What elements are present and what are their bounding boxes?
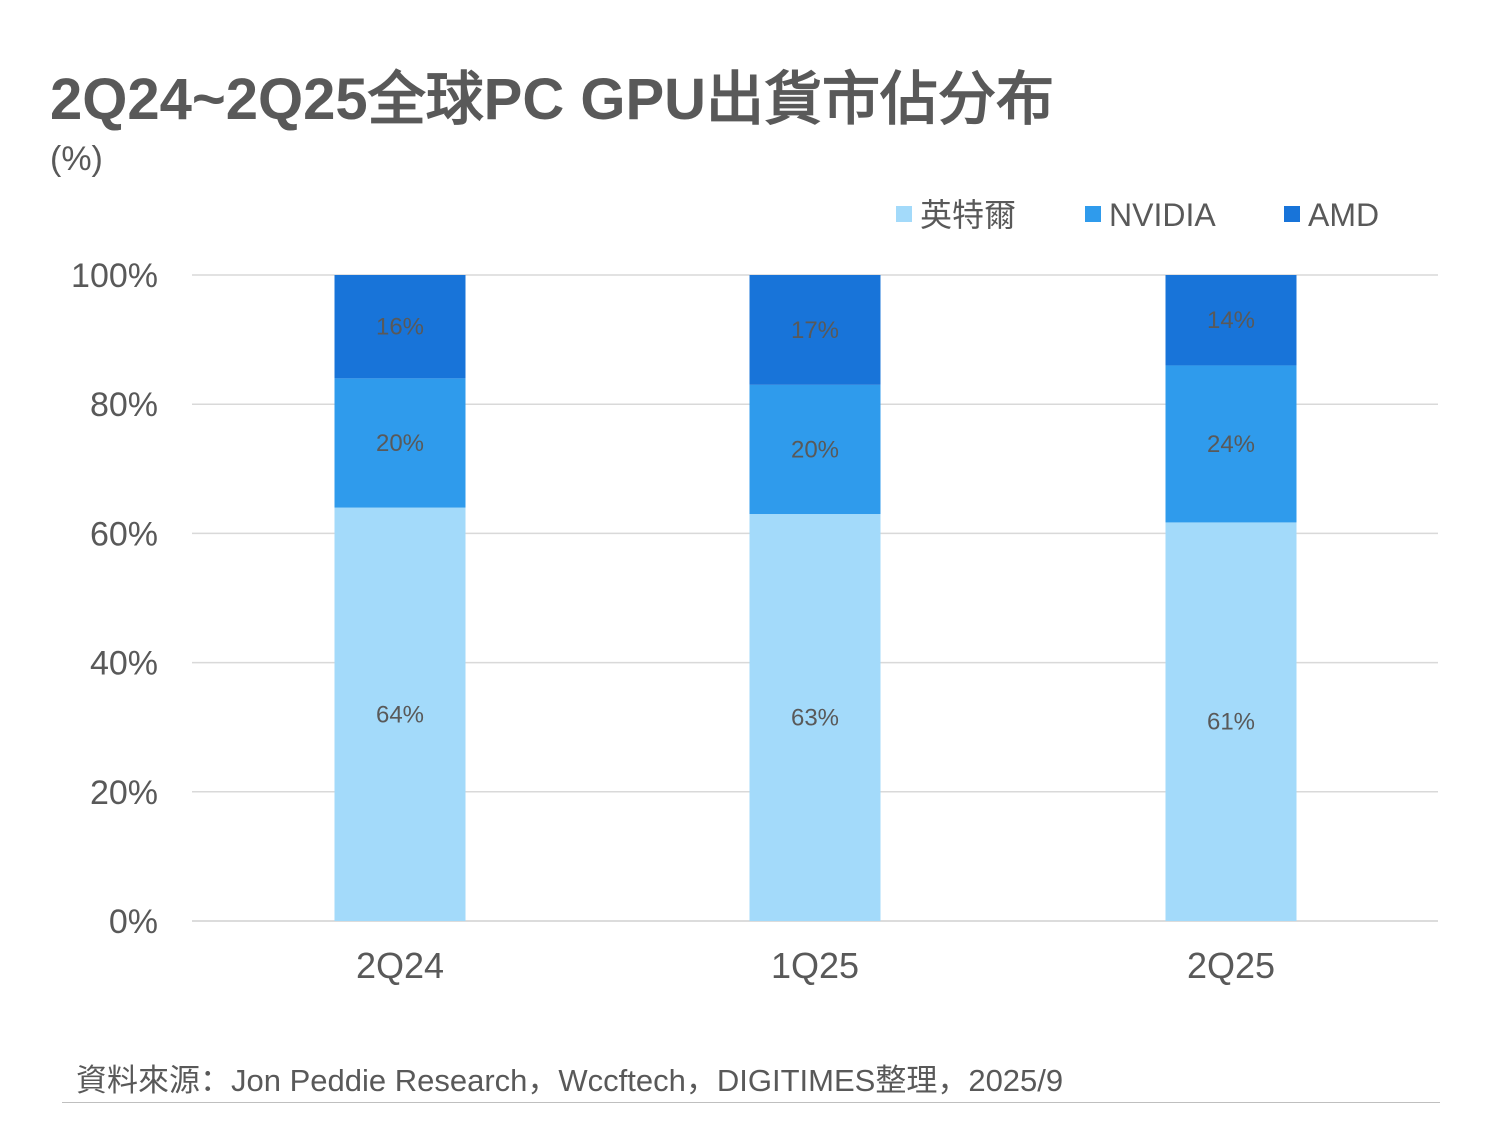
data-label: 17% xyxy=(791,317,839,344)
bar-segment xyxy=(749,514,881,921)
y-tick-label: 100% xyxy=(71,257,158,295)
bar-segment xyxy=(334,378,466,508)
y-tick-label: 40% xyxy=(90,645,158,683)
x-tick-label: 2Q25 xyxy=(1187,945,1275,986)
y-tick-label: 20% xyxy=(90,774,158,812)
data-label: 24% xyxy=(1207,431,1255,458)
legend-label: AMD xyxy=(1308,197,1379,233)
bar-segment xyxy=(1165,365,1297,523)
bar-segment xyxy=(334,275,466,379)
bar-segment xyxy=(1165,522,1297,921)
source-note: 資料來源：Jon Peddie Research，Wccftech，DIGITI… xyxy=(76,1063,1064,1098)
bottom-divider xyxy=(62,1102,1440,1103)
legend-swatch xyxy=(1284,206,1300,222)
data-label: 20% xyxy=(791,436,839,463)
legend-swatch xyxy=(896,206,912,222)
y-tick-label: 0% xyxy=(109,903,158,941)
y-tick-label: 60% xyxy=(90,515,158,553)
x-tick-label: 1Q25 xyxy=(771,945,859,986)
data-label: 61% xyxy=(1207,709,1255,736)
data-label: 20% xyxy=(376,430,424,457)
data-label: 16% xyxy=(376,314,424,341)
data-label: 63% xyxy=(791,705,839,732)
bar-segment xyxy=(749,384,881,515)
legend-swatch xyxy=(1085,206,1101,222)
bar-segment xyxy=(1165,275,1297,366)
y-tick-label: 80% xyxy=(90,386,158,424)
legend-label: NVIDIA xyxy=(1109,197,1216,233)
data-label: 64% xyxy=(376,701,424,728)
legend-label: 英特爾 xyxy=(920,197,1016,233)
bar-segment xyxy=(749,275,881,385)
data-label: 14% xyxy=(1207,307,1255,334)
unit-label: (%) xyxy=(50,140,103,178)
x-tick-label: 2Q24 xyxy=(356,945,444,986)
page-title: 2Q24~2Q25全球PC GPU出貨市佔分布 xyxy=(50,67,1055,132)
bar-segment xyxy=(334,507,466,921)
